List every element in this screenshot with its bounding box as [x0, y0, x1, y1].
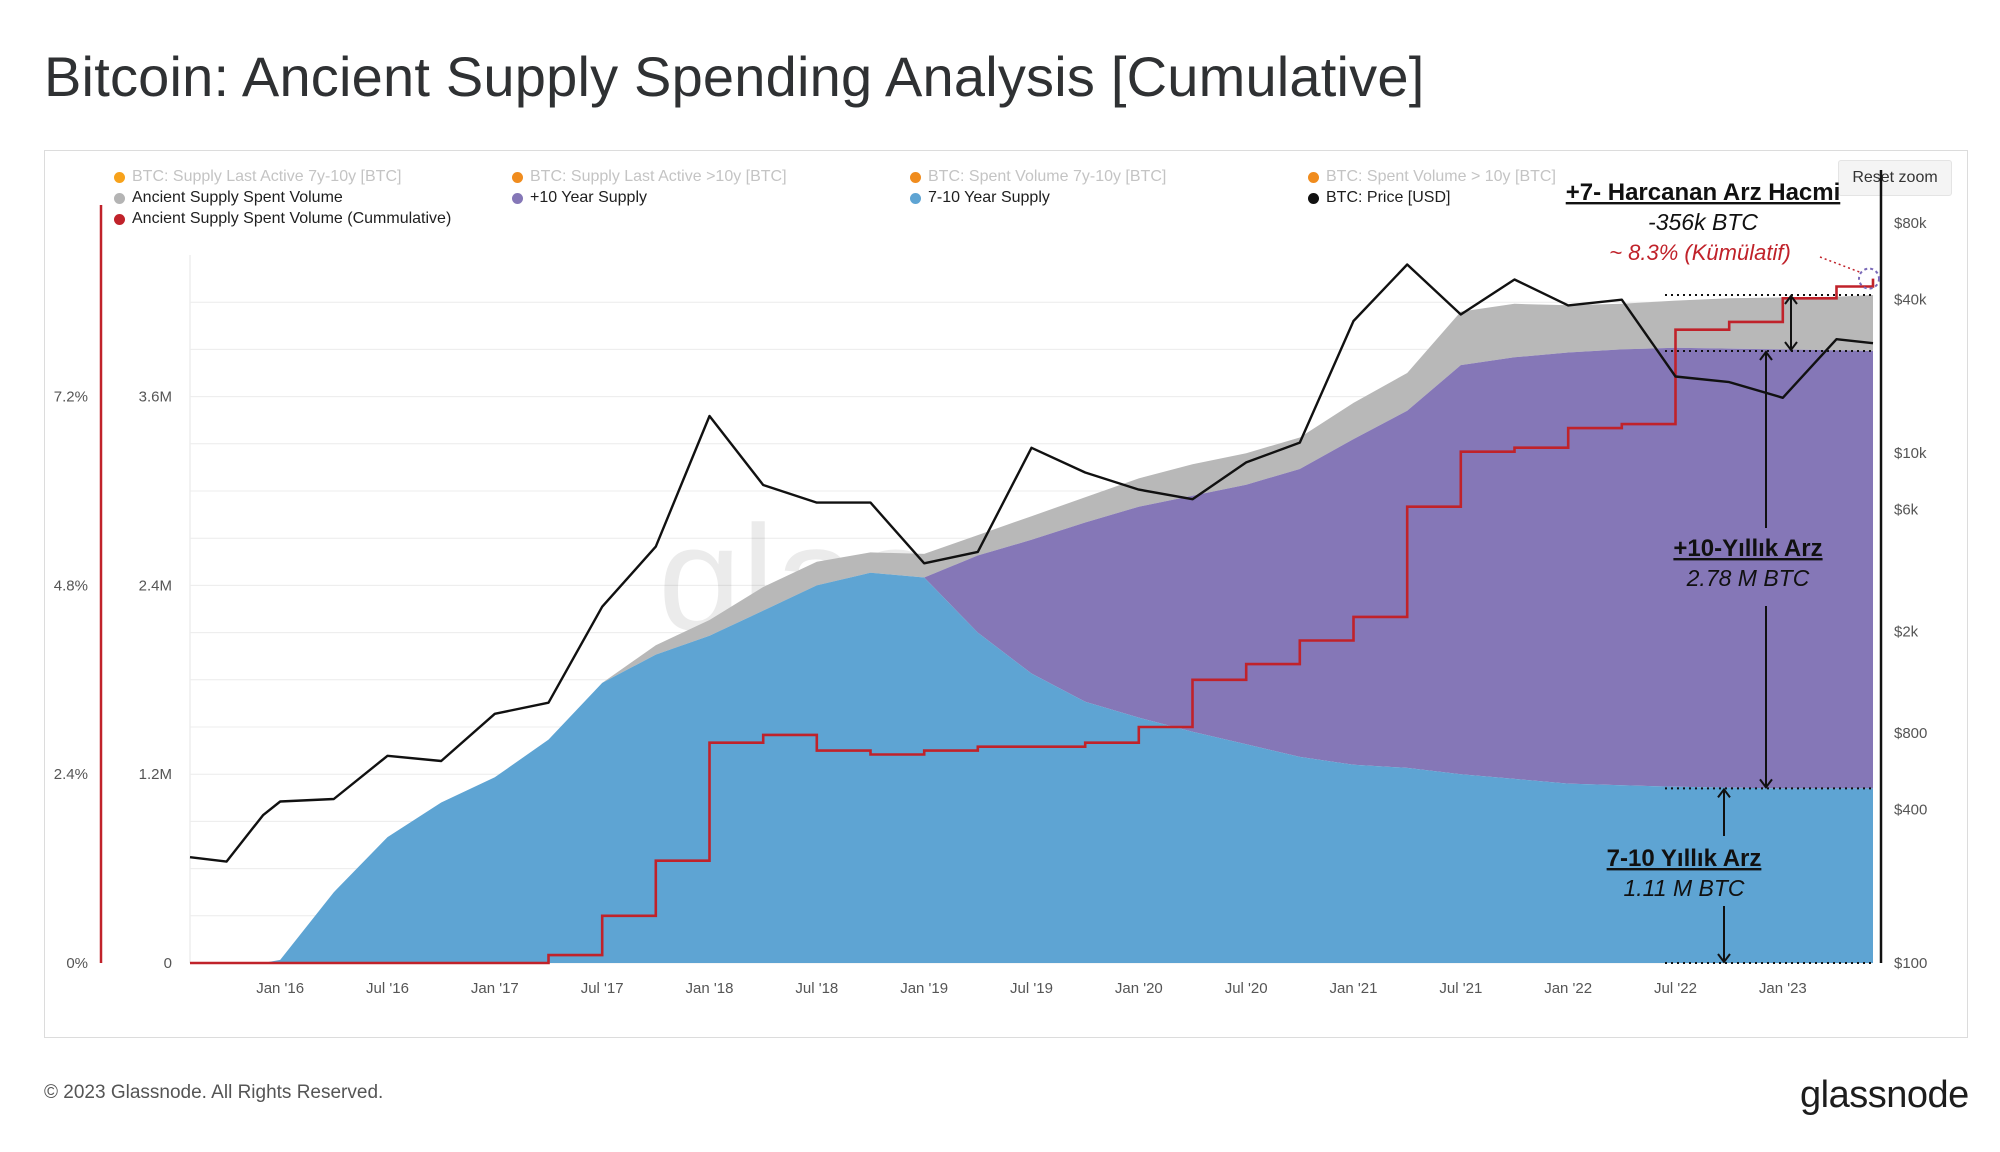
annotation-10y-title: +10-Yıllık Arz [1673, 535, 1822, 562]
legend-label: BTC: Spent Volume > 10y [BTC] [1326, 168, 1556, 185]
y-tick-supply: 2.4M [139, 577, 172, 594]
annotation-spent-value: -356k BTC [1648, 209, 1758, 235]
legend-label: BTC: Spent Volume 7y-10y [BTC] [928, 168, 1167, 185]
arrowhead-icon [1717, 953, 1731, 964]
legend-dot-icon [512, 192, 523, 204]
y-tick-supply: 1.2M [139, 766, 172, 783]
legend-dot-icon [1308, 171, 1319, 183]
y-tick-price: $800 [1894, 725, 1927, 742]
page-title: Bitcoin: Ancient Supply Spending Analysi… [44, 45, 1425, 108]
legend-item-cumulative[interactable]: Ancient Supply Spent Volume (Cummulative… [114, 210, 451, 228]
legend-item-supply-7y-10y[interactable]: BTC: Supply Last Active 7y-10y [BTC] [114, 168, 401, 186]
legend-item-10y-supply[interactable]: +10 Year Supply [512, 189, 647, 207]
y-tick-price: $100 [1894, 955, 1927, 972]
line-btc-price [189, 263, 1874, 863]
annotation-10y-value: 2.78 M BTC [1686, 565, 1810, 591]
x-tick-label: Jul '19 [1010, 980, 1053, 997]
x-tick-label: Jan '22 [1544, 980, 1592, 997]
x-tick-label: Jan '16 [256, 980, 304, 997]
x-tick-label: Jul '22 [1654, 980, 1697, 997]
glassnode-logo: glassnode [1800, 1074, 1969, 1116]
y-tick-price: $2k [1894, 623, 1919, 640]
annotation-spent-pct: ~ 8.3% (Kümülatif) [1609, 240, 1791, 265]
legend-label: BTC: Supply Last Active 7y-10y [BTC] [132, 168, 402, 185]
line-cumulative-spent [190, 278, 1875, 965]
legend-label: Ancient Supply Spent Volume (Cummulative… [132, 210, 452, 227]
y-tick-supply: 0 [164, 955, 172, 972]
y-tick-price: $400 [1894, 802, 1927, 819]
x-tick-label: Jan '21 [1330, 980, 1378, 997]
x-tick-label: Jul '16 [366, 980, 409, 997]
legend-dot-icon [114, 171, 125, 183]
highlight-circle-icon [1858, 267, 1880, 290]
legend-item-spent-10y-plus[interactable]: BTC: Spent Volume > 10y [BTC] [1308, 168, 1556, 186]
y-tick-percent: 0% [66, 955, 88, 972]
legend-item-btc-price[interactable]: BTC: Price [USD] [1308, 189, 1450, 207]
annotation-10y-backdrop [1660, 528, 1836, 606]
annotation-7-10y-value: 1.11 M BTC [1624, 875, 1745, 901]
y-tick-price: $80k [1894, 215, 1927, 232]
arrowhead-icon [1759, 778, 1773, 790]
arrowhead-icon [1759, 350, 1773, 361]
annotation-7-10y-title: 7-10 Yıllık Arz [1607, 845, 1762, 872]
x-tick-label: Jan '17 [471, 980, 519, 997]
x-tick-label: Jan '23 [1759, 980, 1807, 997]
reset-zoom-button[interactable]: Reset zoom [1838, 160, 1952, 196]
x-tick-label: Jul '18 [795, 980, 838, 997]
y-tick-price: $40k [1894, 292, 1927, 309]
y-tick-supply: 3.6M [139, 389, 172, 406]
arrowhead-icon [1784, 294, 1798, 305]
y-tick-price: $6k [1894, 502, 1919, 519]
arrowhead-icon [1784, 341, 1798, 352]
y-tick-percent: 4.8% [54, 577, 88, 594]
legend-item-7-10y-supply[interactable]: 7-10 Year Supply [910, 189, 1050, 207]
annotation-7-10y-backdrop [1590, 836, 1778, 906]
legend-item-spent-7y-10y[interactable]: BTC: Spent Volume 7y-10y [BTC] [910, 168, 1166, 186]
y-tick-percent: 7.2% [54, 389, 88, 406]
legend-label: 7-10 Year Supply [928, 189, 1050, 206]
legend-item-supply-10y-plus[interactable]: BTC: Supply Last Active >10y [BTC] [512, 168, 787, 186]
leader-line-spent-pct [1819, 256, 1862, 274]
legend-label: BTC: Supply Last Active >10y [BTC] [530, 168, 787, 185]
area-7-10y-supply [190, 572, 1873, 963]
x-tick-label: Jul '20 [1225, 980, 1268, 997]
legend-dot-icon [910, 192, 921, 204]
area-10y-supply [190, 347, 1873, 963]
legend-dot-icon [114, 192, 125, 204]
legend-item-ancient-spent[interactable]: Ancient Supply Spent Volume [114, 189, 343, 207]
x-tick-label: Jan '19 [900, 980, 948, 997]
copyright-footer: © 2023 Glassnode. All Rights Reserved. [44, 1082, 384, 1103]
x-tick-label: Jan '20 [1115, 980, 1163, 997]
y-tick-percent: 2.4% [54, 766, 88, 783]
legend-dot-icon [910, 171, 921, 183]
legend-dot-icon [114, 213, 125, 225]
x-tick-label: Jul '17 [581, 980, 624, 997]
y-tick-price: $10k [1894, 445, 1927, 462]
legend-dot-icon [1308, 192, 1319, 204]
legend-label: Ancient Supply Spent Volume [132, 189, 343, 206]
legend-label: +10 Year Supply [530, 189, 647, 206]
legend-dot-icon [512, 171, 523, 183]
annotation-spent-title: +7- Harcanan Arz Hacmi [1566, 179, 1841, 206]
legend-label: BTC: Price [USD] [1326, 189, 1451, 206]
x-tick-label: Jul '21 [1439, 980, 1482, 997]
x-tick-label: Jan '18 [686, 980, 734, 997]
arrowhead-icon [1717, 787, 1731, 798]
